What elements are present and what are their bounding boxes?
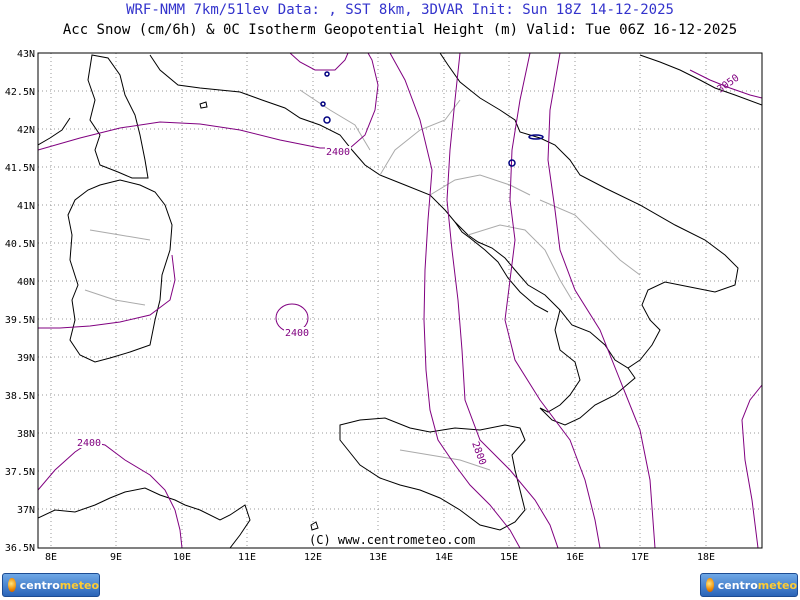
lat-label: 36.5N (5, 543, 35, 554)
lon-label: 12E (304, 552, 322, 563)
coast-sardinia (67, 179, 173, 363)
lon-label: 8E (45, 552, 57, 563)
contour-2400-mid-north (289, 53, 349, 71)
snow-areas (320, 71, 544, 167)
contour-label: 2400 (285, 328, 309, 339)
contour-2400-west (38, 254, 176, 329)
lat-label: 38.5N (5, 391, 35, 402)
lon-label: 18E (697, 552, 715, 563)
lon-label: 14E (435, 552, 453, 563)
coast-balkans (639, 54, 762, 106)
contour-3050 (547, 53, 656, 548)
island-malta (310, 521, 319, 531)
lon-label: 17E (631, 552, 649, 563)
contour-label: 2800 (469, 440, 488, 466)
contour-2800-far (504, 53, 601, 548)
lat-label: 42.5N (5, 87, 35, 98)
contour-east (741, 384, 762, 548)
lat-label: 39N (17, 353, 35, 364)
centrometeo-logo-right[interactable]: centrometeo (700, 573, 798, 597)
coast-campania (454, 221, 549, 313)
sun-icon (8, 578, 16, 592)
sun-icon (706, 578, 714, 592)
logo-text: centrometeo (717, 578, 797, 592)
centrometeo-logo-left[interactable]: centrometeo (2, 573, 100, 597)
lon-label: 15E (500, 552, 518, 563)
lat-label: 37.5N (5, 467, 35, 478)
coast-france (38, 117, 71, 146)
header-line-field: Acc Snow (cm/6h) & 0C Isotherm Geopotent… (62, 22, 738, 38)
lat-label: 41.5N (5, 163, 35, 174)
contour-2800-west (389, 53, 521, 548)
coast-sicily (339, 417, 526, 531)
contour-2400-south (38, 441, 183, 548)
contour-2800-east (446, 53, 559, 548)
coastlines (38, 53, 762, 548)
header-line-model: WRF-NMM 7km/51lev Data: , SST 8km, 3DVAR… (126, 2, 674, 18)
lat-label: 40N (17, 277, 35, 288)
isotherm-contours (38, 53, 762, 548)
lat-label: 37N (17, 505, 35, 516)
contour-label-group: 2400 2400 2400 2800 3050 (76, 73, 741, 467)
lat-label: 40.5N (5, 239, 35, 250)
contour-label: 2400 (326, 147, 350, 158)
map-frame (37, 52, 763, 549)
grid-lines (38, 53, 762, 548)
coast-corsica (87, 54, 149, 179)
lon-label: 16E (566, 552, 584, 563)
coast-italy (149, 53, 739, 369)
lat-label: 39.5N (5, 315, 35, 326)
island-elba (199, 101, 208, 109)
lat-label: 41N (17, 201, 35, 212)
contour-label: 3050 (715, 73, 741, 96)
lon-label: 10E (173, 552, 191, 563)
region-borders (84, 89, 641, 471)
coast-tunisia (38, 487, 251, 548)
copyright-credit: (C) www.centrometeo.com (307, 533, 478, 547)
lat-label: 42N (17, 125, 35, 136)
coast-calabria (539, 309, 636, 426)
latitude-labels: 43N 42.5N 42N 41.5N 41N 40.5N 40N 39.5N … (5, 49, 35, 554)
lon-label: 9E (110, 552, 122, 563)
lat-label: 43N (17, 49, 35, 60)
lon-label: 13E (369, 552, 387, 563)
contour-label: 2400 (77, 438, 101, 449)
lat-label: 38N (17, 429, 35, 440)
contour-3050-ne (689, 69, 762, 99)
longitude-labels: 8E 9E 10E 11E 12E 13E 14E 15E 16E 17E 18… (45, 552, 715, 563)
lon-label: 11E (238, 552, 256, 563)
contour-2400-north (38, 53, 379, 151)
logo-text: centrometeo (19, 578, 99, 592)
